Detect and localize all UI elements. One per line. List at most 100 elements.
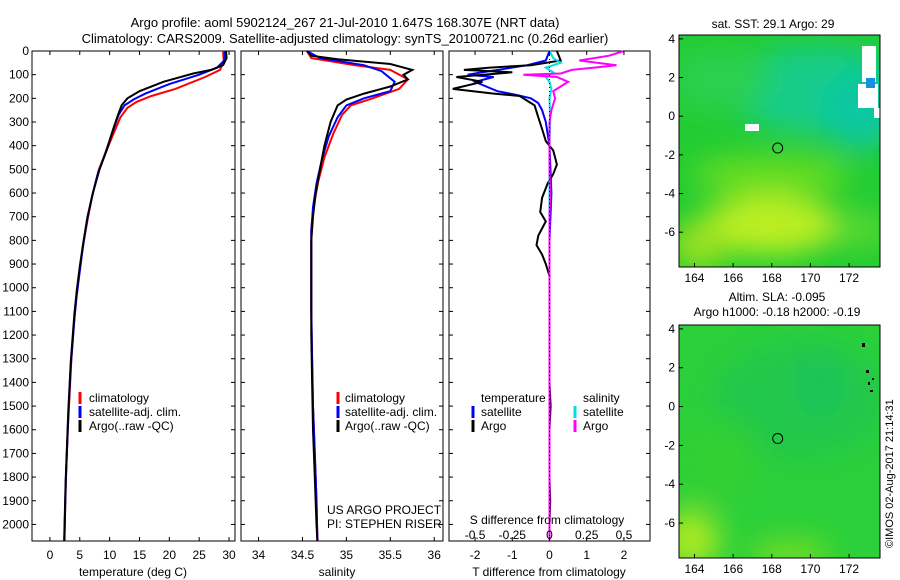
- depth-tick-label: 1600: [2, 423, 29, 437]
- x-tick-label: 2: [621, 548, 628, 562]
- x-tick-label: 1: [583, 548, 590, 562]
- s-tick-label: -0.25: [499, 528, 527, 542]
- depth-tick-label: 500: [9, 162, 29, 176]
- difference-x-ticks: -2 -1 0 1 2: [470, 51, 628, 562]
- sla-map-field: [679, 325, 880, 558]
- legend-label-argo: Argo(..raw -QC): [89, 419, 174, 433]
- map-x-tick-label: 170: [800, 562, 820, 576]
- map-x-tick-label: 168: [762, 562, 782, 576]
- temperature-panel-frame: [31, 50, 236, 542]
- depth-tick-label: 1500: [2, 399, 29, 413]
- map-x-tick-label: 172: [839, 562, 859, 576]
- map-x-tick-label: 164: [684, 562, 704, 576]
- depth-tick-label: 1700: [2, 446, 29, 460]
- series-line-satellite-adj-clim-: [306, 50, 396, 542]
- depth-tick-label: 800: [9, 233, 29, 247]
- sst-map-field: [679, 35, 880, 267]
- map-y-tick-label: 2: [668, 71, 675, 85]
- depth-tick-label: 700: [9, 210, 29, 224]
- map-y-tick-label: -6: [664, 225, 675, 239]
- x-tick-label: 30: [222, 548, 236, 562]
- legend-label-t-satellite: satellite: [481, 405, 522, 419]
- map-y-tick-label: -2: [664, 148, 675, 162]
- depth-tick-label: 1100: [3, 304, 29, 318]
- map-y-tick-label: -4: [664, 477, 675, 491]
- map-y-tick-label: 4: [668, 322, 675, 336]
- x-tick-label: -1: [507, 548, 518, 562]
- depth-tick-label: 1000: [2, 281, 29, 295]
- legend-title-temperature: temperature: [481, 391, 546, 405]
- temperature-plot: [63, 50, 228, 542]
- depth-tick-label: 900: [9, 257, 29, 271]
- depth-tick-label: 300: [9, 115, 29, 129]
- s-tick-label: 0: [546, 528, 553, 542]
- sla-map-title-1: Altim. SLA: -0.095: [729, 290, 826, 304]
- x-tick-label: 35.5: [379, 548, 403, 562]
- x-tick-label: 5: [76, 548, 83, 562]
- salinity-xlabel: salinity: [319, 565, 356, 579]
- series-line-argo: [63, 50, 228, 542]
- sla-map-frame: [678, 324, 881, 559]
- s-tick-label: -0.5: [465, 528, 486, 542]
- legend-label-s-satellite: satellite: [583, 405, 624, 419]
- depth-axis: 0 100 200 300 400 500 600 700 800 900 1000 1100 1200…: [2, 44, 650, 531]
- legend-label-t-argo: Argo: [481, 419, 507, 433]
- x-tick-label: 25: [192, 548, 206, 562]
- x-tick-label: 36: [428, 548, 442, 562]
- s-tick-label: 0.5: [616, 528, 633, 542]
- x-tick-label: 10: [103, 548, 117, 562]
- legend-label-climatology: climatology: [345, 391, 405, 405]
- argo-location-marker: [772, 433, 784, 445]
- depth-tick-label: 100: [9, 68, 29, 82]
- sla-map-ticks: 164 166 168 170 172 -6 -4 -2 0 2 4: [664, 322, 859, 576]
- credit-text: ©IMOS 02-Aug-2017 21:14:31: [884, 399, 896, 548]
- argo-location-marker: [772, 142, 784, 154]
- x-tick-label: -2: [470, 548, 481, 562]
- series-line-salinity-satellite: [543, 50, 564, 541]
- depth-tick-label: 0: [22, 44, 29, 58]
- map-x-tick-label: 164: [684, 271, 704, 285]
- salinity-legend: climatology satellite-adj. clim. Argo(..…: [327, 391, 442, 531]
- series-line-temperature-satellite: [467, 50, 553, 541]
- map-y-tick-label: 0: [668, 400, 675, 414]
- legend-label-satellite: satellite-adj. clim.: [89, 405, 181, 419]
- temperature-xlabel: temperature (deg C): [79, 565, 187, 579]
- map-y-tick-label: -2: [664, 438, 675, 452]
- x-tick-label: 20: [163, 548, 177, 562]
- map-y-tick-label: -6: [664, 516, 675, 530]
- map-x-tick-label: 172: [839, 271, 859, 285]
- title-line-2: Climatology: CARS2009. Satellite-adjuste…: [82, 31, 609, 46]
- x-tick-label: 34.5: [291, 548, 315, 562]
- sla-map-title-2: Argo h1000: -0.18 h2000: -0.19: [694, 305, 861, 319]
- difference-legend: temperature salinity satellite Argo sate…: [471, 391, 624, 433]
- depth-tick-label: 400: [9, 139, 29, 153]
- salinity-panel-frame: [240, 50, 444, 542]
- sst-map-frame: [678, 34, 881, 268]
- map-x-tick-label: 168: [762, 271, 782, 285]
- map-y-tick-label: 4: [668, 32, 675, 46]
- depth-tick-label: 1300: [2, 352, 29, 366]
- series-line-temperature-argo: [452, 50, 563, 541]
- series-line-climatology: [63, 50, 225, 542]
- title-line-1: Argo profile: aoml 5902124_267 21-Jul-20…: [131, 15, 560, 30]
- map-y-tick-label: 2: [668, 361, 675, 375]
- s-tick-label: 0.25: [575, 528, 599, 542]
- project-annotation: US ARGO PROJECT: [327, 503, 442, 517]
- legend-label-climatology: climatology: [89, 391, 149, 405]
- depth-tick-label: 600: [9, 186, 29, 200]
- difference-plot: [452, 50, 625, 541]
- salinity-plot: [306, 50, 415, 542]
- map-y-tick-label: 0: [668, 109, 675, 123]
- depth-tick-label: 1900: [2, 494, 29, 508]
- depth-tick-label: 200: [9, 91, 29, 105]
- x-tick-label: 34: [252, 548, 266, 562]
- pi-annotation: PI: STEPHEN RISER: [327, 517, 442, 531]
- legend-label-satellite: satellite-adj. clim.: [345, 405, 437, 419]
- temperature-x-ticks: 0 5 10 15 20 25 30: [47, 51, 236, 562]
- series-line-climatology: [306, 50, 410, 542]
- map-x-tick-label: 166: [723, 562, 743, 576]
- series-line-salinity-argo: [523, 50, 625, 541]
- difference-s-ticks: -0.5 -0.25 0 0.25 0.5: [465, 528, 633, 542]
- legend-title-salinity: salinity: [583, 391, 620, 405]
